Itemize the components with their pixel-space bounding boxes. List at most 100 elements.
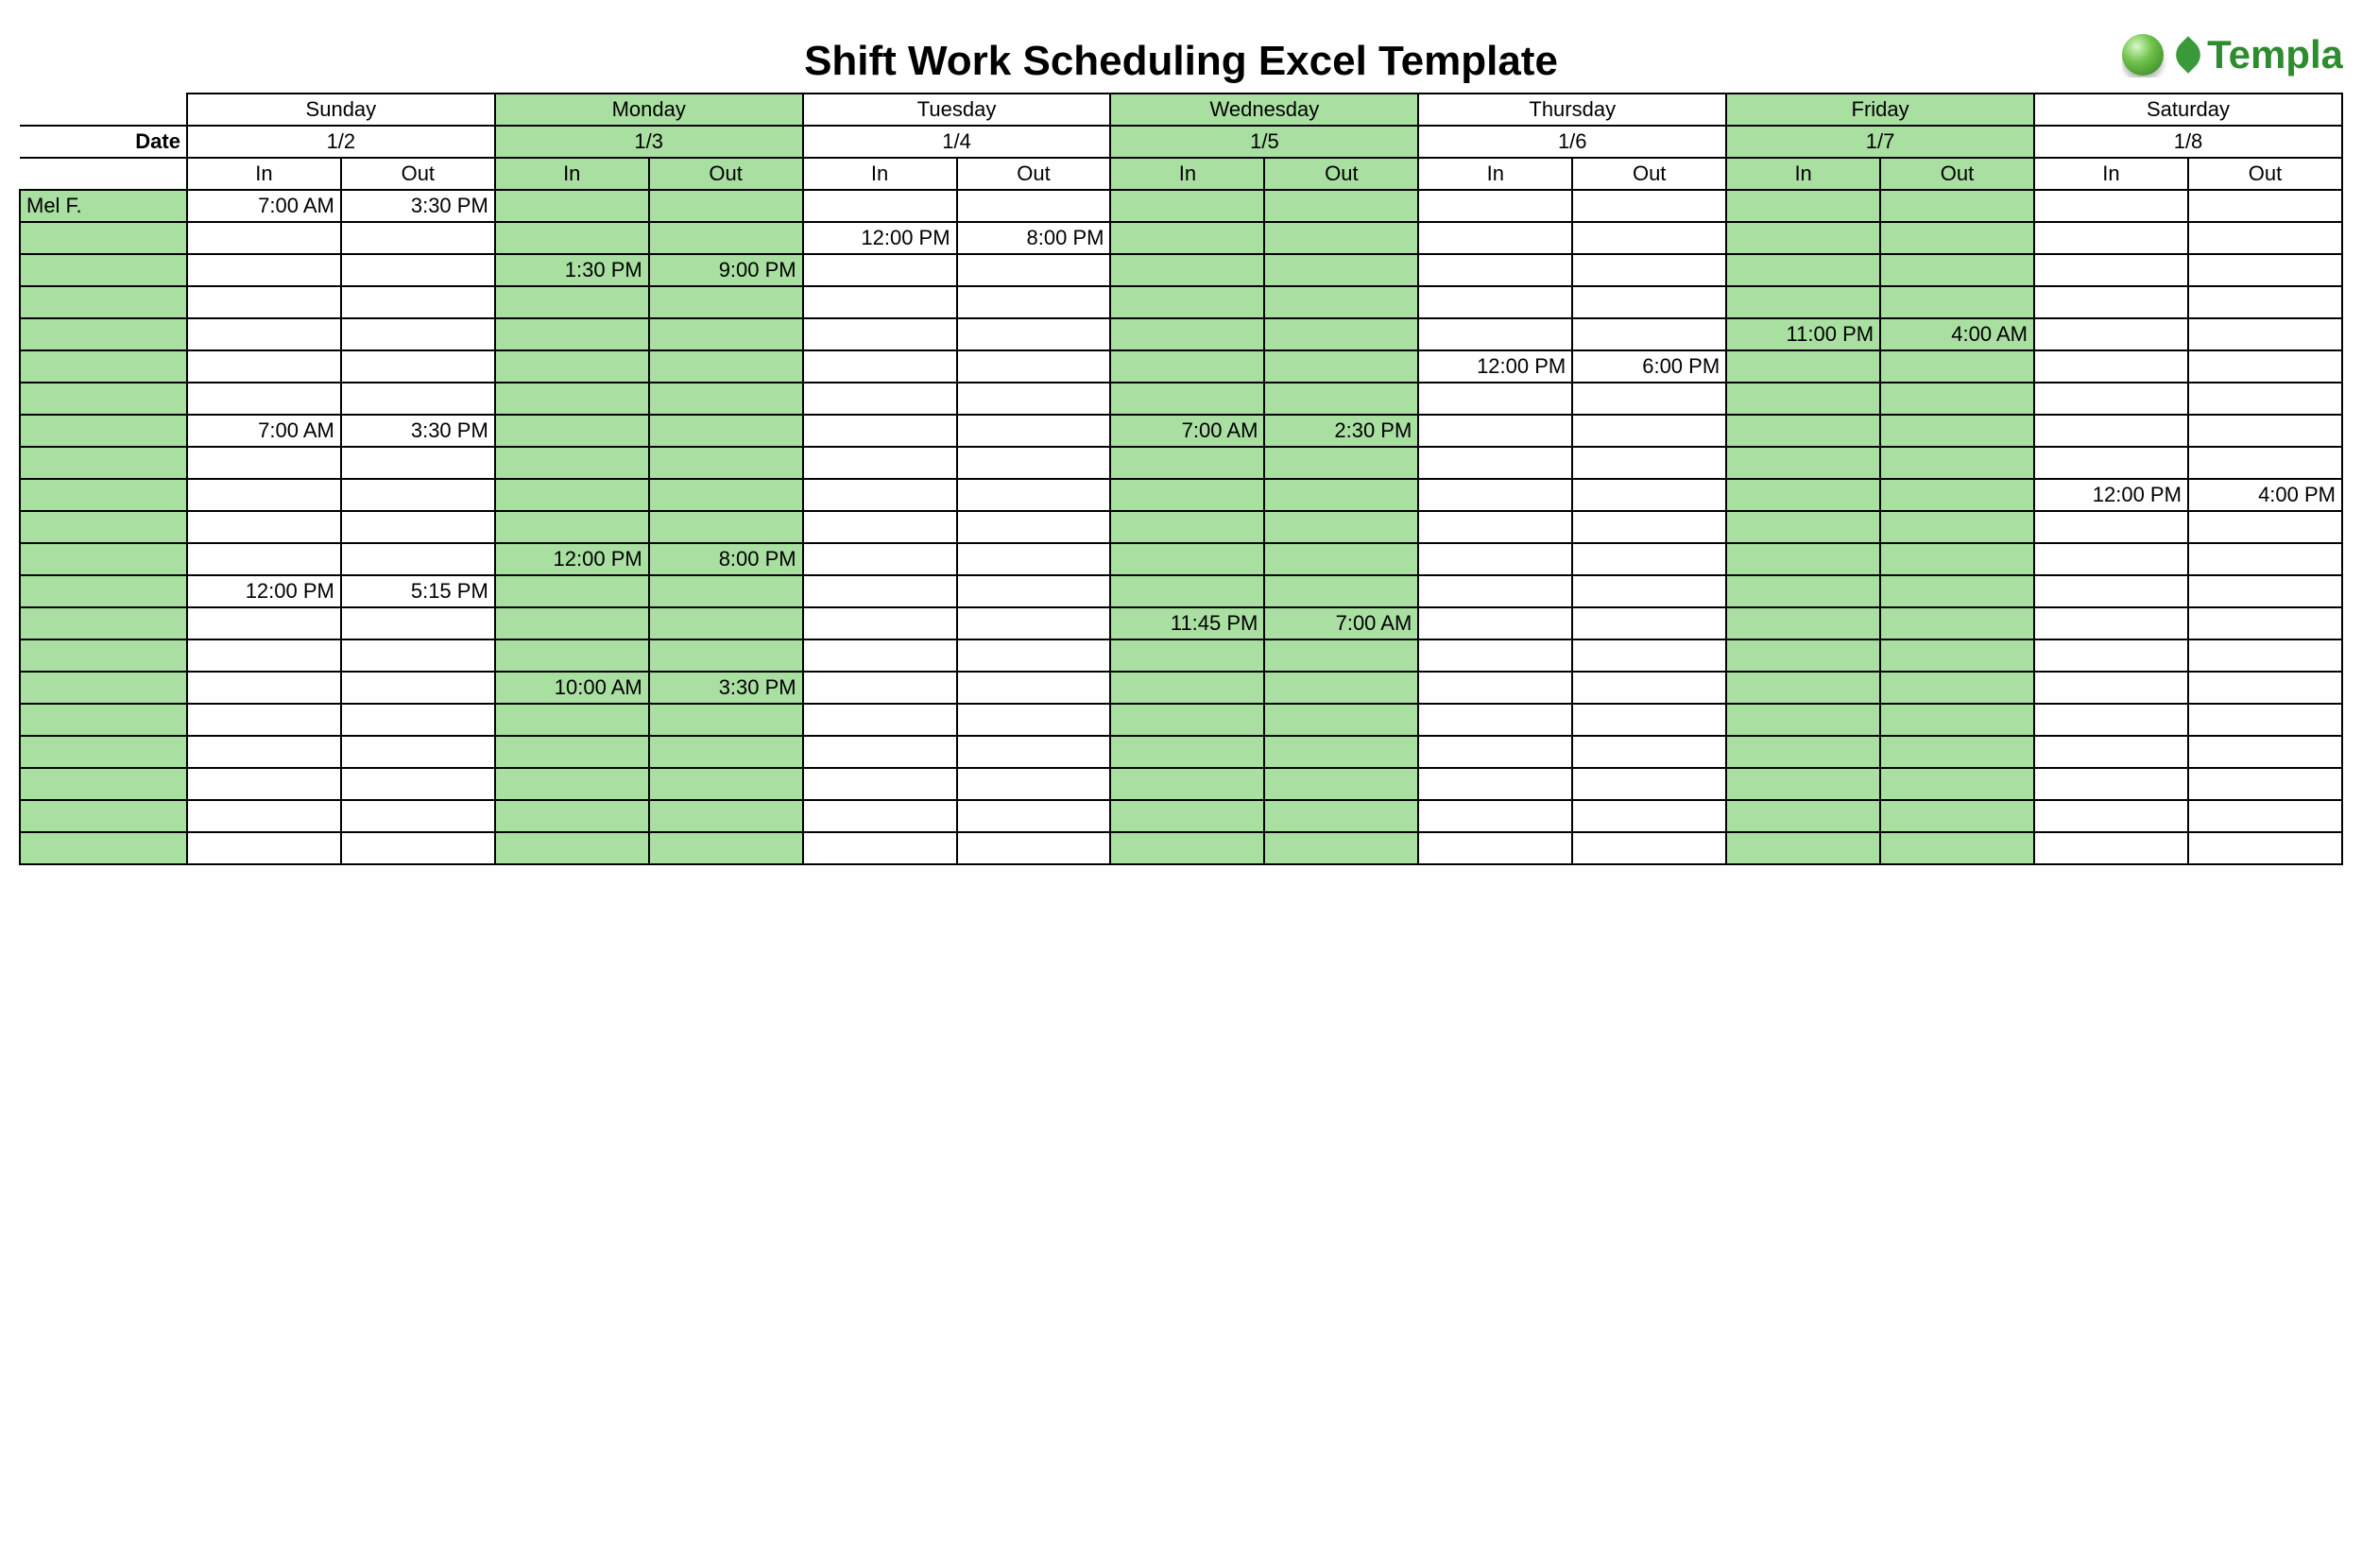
shift-out-cell[interactable]	[2188, 768, 2342, 800]
employee-name-cell[interactable]	[20, 704, 187, 736]
shift-in-cell[interactable]	[2034, 286, 2188, 318]
shift-in-cell[interactable]	[1726, 286, 1880, 318]
shift-out-cell[interactable]	[1572, 479, 1726, 511]
shift-out-cell[interactable]	[2188, 832, 2342, 864]
shift-out-cell[interactable]	[1572, 543, 1726, 575]
shift-in-cell[interactable]	[1110, 318, 1264, 350]
shift-out-cell[interactable]	[341, 383, 495, 415]
employee-name-cell[interactable]	[20, 350, 187, 383]
shift-in-cell[interactable]	[1418, 607, 1572, 639]
shift-in-cell[interactable]	[803, 768, 957, 800]
shift-out-cell[interactable]	[2188, 511, 2342, 543]
shift-in-cell[interactable]	[2034, 447, 2188, 479]
employee-name-cell[interactable]	[20, 736, 187, 768]
shift-out-cell[interactable]	[957, 543, 1111, 575]
shift-in-cell[interactable]	[1726, 672, 1880, 704]
shift-out-cell[interactable]	[2188, 383, 2342, 415]
shift-out-cell[interactable]	[1264, 575, 1418, 607]
employee-name-cell[interactable]: Mel F.	[20, 190, 187, 222]
shift-in-cell[interactable]	[187, 639, 341, 672]
shift-out-cell[interactable]	[957, 832, 1111, 864]
shift-in-cell[interactable]	[1110, 383, 1264, 415]
employee-name-cell[interactable]	[20, 832, 187, 864]
shift-out-cell[interactable]	[1572, 447, 1726, 479]
shift-out-cell[interactable]	[1572, 607, 1726, 639]
shift-out-cell[interactable]	[341, 672, 495, 704]
shift-out-cell[interactable]	[649, 704, 803, 736]
shift-out-cell[interactable]	[1572, 254, 1726, 286]
shift-out-cell[interactable]	[2188, 415, 2342, 447]
shift-out-cell[interactable]	[957, 190, 1111, 222]
shift-in-cell[interactable]	[2034, 511, 2188, 543]
shift-in-cell[interactable]	[495, 447, 649, 479]
shift-out-cell[interactable]	[649, 607, 803, 639]
shift-in-cell[interactable]: 12:00 PM	[1418, 350, 1572, 383]
shift-out-cell[interactable]	[1880, 639, 2034, 672]
shift-in-cell[interactable]	[187, 318, 341, 350]
shift-in-cell[interactable]	[187, 832, 341, 864]
shift-in-cell[interactable]	[1418, 543, 1572, 575]
shift-in-cell[interactable]	[495, 479, 649, 511]
shift-out-cell[interactable]	[1264, 190, 1418, 222]
shift-out-cell[interactable]	[1572, 222, 1726, 254]
shift-out-cell[interactable]	[2188, 575, 2342, 607]
shift-out-cell[interactable]	[957, 800, 1111, 832]
shift-out-cell[interactable]	[341, 768, 495, 800]
shift-in-cell[interactable]	[803, 704, 957, 736]
shift-out-cell[interactable]	[957, 415, 1111, 447]
shift-in-cell[interactable]	[803, 383, 957, 415]
shift-out-cell[interactable]	[649, 350, 803, 383]
shift-out-cell[interactable]: 9:00 PM	[649, 254, 803, 286]
shift-out-cell[interactable]	[341, 479, 495, 511]
shift-out-cell[interactable]	[2188, 607, 2342, 639]
shift-out-cell[interactable]	[1264, 318, 1418, 350]
shift-out-cell[interactable]	[957, 286, 1111, 318]
shift-in-cell[interactable]	[1726, 575, 1880, 607]
shift-out-cell[interactable]	[1264, 543, 1418, 575]
shift-in-cell[interactable]	[1110, 222, 1264, 254]
shift-in-cell[interactable]	[1418, 736, 1572, 768]
employee-name-cell[interactable]	[20, 479, 187, 511]
shift-in-cell[interactable]	[495, 768, 649, 800]
shift-out-cell[interactable]	[341, 511, 495, 543]
shift-in-cell[interactable]	[1110, 832, 1264, 864]
shift-in-cell[interactable]	[1418, 511, 1572, 543]
shift-out-cell[interactable]	[341, 832, 495, 864]
shift-out-cell[interactable]	[649, 318, 803, 350]
shift-out-cell[interactable]	[2188, 222, 2342, 254]
shift-out-cell[interactable]	[1880, 415, 2034, 447]
shift-in-cell[interactable]	[1418, 704, 1572, 736]
employee-name-cell[interactable]	[20, 415, 187, 447]
shift-in-cell[interactable]	[187, 672, 341, 704]
shift-in-cell[interactable]	[1418, 800, 1572, 832]
shift-out-cell[interactable]	[1572, 383, 1726, 415]
shift-in-cell[interactable]	[1418, 447, 1572, 479]
shift-in-cell[interactable]	[1110, 543, 1264, 575]
shift-in-cell[interactable]: 7:00 AM	[187, 190, 341, 222]
shift-out-cell[interactable]: 2:30 PM	[1264, 415, 1418, 447]
shift-out-cell[interactable]	[1264, 254, 1418, 286]
shift-out-cell[interactable]	[957, 639, 1111, 672]
shift-in-cell[interactable]	[495, 286, 649, 318]
shift-in-cell[interactable]: 11:45 PM	[1110, 607, 1264, 639]
shift-out-cell[interactable]	[1572, 672, 1726, 704]
shift-in-cell[interactable]	[187, 447, 341, 479]
shift-out-cell[interactable]: 6:00 PM	[1572, 350, 1726, 383]
shift-out-cell[interactable]	[957, 447, 1111, 479]
shift-in-cell[interactable]: 12:00 PM	[2034, 479, 2188, 511]
shift-out-cell[interactable]	[1264, 447, 1418, 479]
shift-in-cell[interactable]	[1110, 190, 1264, 222]
shift-in-cell[interactable]	[1418, 254, 1572, 286]
shift-out-cell[interactable]	[957, 704, 1111, 736]
shift-in-cell[interactable]	[2034, 318, 2188, 350]
shift-out-cell[interactable]	[957, 575, 1111, 607]
shift-out-cell[interactable]	[957, 350, 1111, 383]
shift-in-cell[interactable]	[187, 704, 341, 736]
shift-in-cell[interactable]	[1418, 383, 1572, 415]
shift-in-cell[interactable]: 7:00 AM	[187, 415, 341, 447]
shift-out-cell[interactable]	[341, 254, 495, 286]
employee-name-cell[interactable]	[20, 511, 187, 543]
shift-out-cell[interactable]	[1880, 607, 2034, 639]
shift-out-cell[interactable]	[2188, 350, 2342, 383]
shift-out-cell[interactable]	[1880, 190, 2034, 222]
